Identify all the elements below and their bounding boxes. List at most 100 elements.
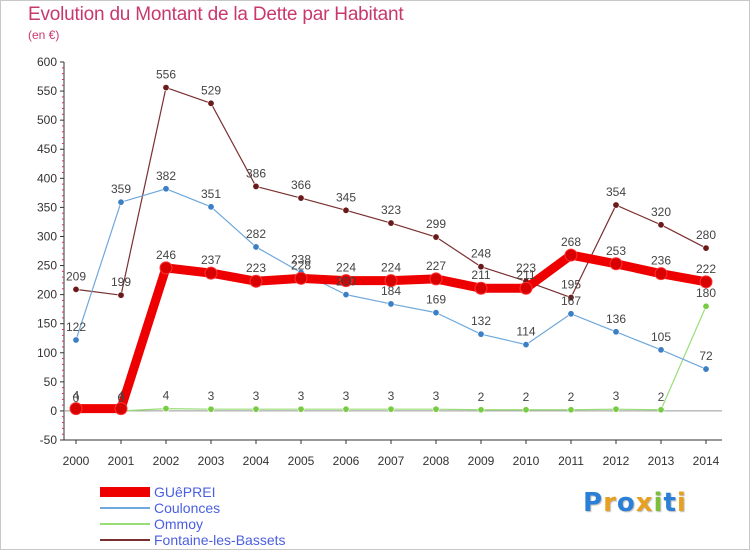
data-point (657, 406, 665, 414)
logo-letter: x (635, 488, 654, 518)
data-point (69, 402, 83, 416)
data-point (252, 243, 260, 251)
x-tick-label: 2008 (423, 454, 450, 468)
data-point (204, 266, 218, 280)
data-label: 3 (298, 389, 305, 403)
data-label: 529 (201, 83, 221, 97)
y-tick-label: 600 (37, 55, 57, 69)
data-point (117, 291, 125, 299)
x-tick-label: 2002 (153, 454, 180, 468)
y-tick-label: 300 (37, 229, 57, 243)
data-label: 4 (73, 389, 80, 403)
data-point (252, 182, 260, 190)
data-point (612, 328, 620, 336)
x-tick-label: 2003 (198, 454, 225, 468)
legend-label: Fontaine-les-Bassets (154, 532, 286, 548)
data-point (564, 248, 578, 262)
data-label: 246 (156, 248, 176, 262)
x-tick-label: 2004 (243, 454, 270, 468)
data-point (207, 405, 215, 413)
data-label: 282 (246, 227, 266, 241)
data-label: 72 (699, 349, 713, 363)
data-label: 180 (696, 286, 716, 300)
data-point (342, 405, 350, 413)
data-label: 132 (471, 314, 491, 328)
data-point (207, 99, 215, 107)
data-label: 136 (606, 312, 626, 326)
data-point (294, 271, 308, 285)
proxiti-logo: Proxiti (583, 488, 687, 518)
data-point (477, 263, 485, 271)
data-point (519, 281, 533, 295)
data-point (432, 233, 440, 241)
data-label: 386 (246, 166, 266, 180)
y-tick-label: 400 (37, 171, 57, 185)
data-label: 122 (66, 320, 86, 334)
data-label: 382 (156, 169, 176, 183)
chart-subtitle: (en €) (28, 28, 60, 42)
data-point (612, 201, 620, 209)
data-point (567, 294, 575, 302)
legend-swatch (100, 523, 150, 525)
data-label: 253 (606, 244, 626, 258)
data-point (477, 406, 485, 414)
data-point (162, 405, 170, 413)
data-label: 3 (208, 389, 215, 403)
y-tick-label: -50 (40, 433, 58, 447)
data-label: 359 (111, 182, 131, 196)
data-label: 0 (73, 391, 80, 405)
x-tick-label: 2006 (333, 454, 360, 468)
legend-swatch (100, 539, 150, 541)
data-label: 2 (568, 390, 575, 404)
data-label: 3 (253, 389, 260, 403)
logo-letter: P (583, 488, 604, 518)
data-point (657, 221, 665, 229)
data-label: 238 (291, 253, 311, 267)
y-tick-label: 550 (37, 84, 57, 98)
data-label: 2 (478, 390, 485, 404)
data-point (72, 336, 80, 344)
legend-swatch (100, 507, 150, 509)
data-label: 227 (426, 259, 446, 273)
x-tick-label: 2007 (378, 454, 405, 468)
data-label: 228 (291, 258, 311, 272)
data-point (387, 219, 395, 227)
data-point (702, 244, 710, 252)
legend-label: GUêPREI (154, 484, 216, 500)
data-label: 3 (613, 389, 620, 403)
data-point (702, 302, 710, 310)
data-label: 199 (111, 275, 131, 289)
y-tick-label: 150 (37, 317, 57, 331)
data-label: 200 (336, 275, 356, 289)
data-point (252, 405, 260, 413)
data-label: 3 (343, 389, 350, 403)
data-point (474, 281, 488, 295)
data-label: 280 (696, 228, 716, 242)
data-label: 299 (426, 217, 446, 231)
data-point (477, 330, 485, 338)
data-point (387, 405, 395, 413)
data-label: 2 (523, 390, 530, 404)
data-point (339, 274, 353, 288)
data-point (384, 274, 398, 288)
logo-letter: i (653, 488, 664, 518)
data-label: 209 (66, 269, 86, 283)
data-point (159, 261, 173, 275)
x-tick-label: 2000 (63, 454, 90, 468)
data-point (342, 206, 350, 214)
data-label: 184 (381, 284, 401, 298)
data-point (429, 272, 443, 286)
y-tick-label: 350 (37, 200, 57, 214)
data-label: 351 (201, 187, 221, 201)
data-label: 237 (201, 253, 221, 267)
y-tick-label: 0 (50, 404, 57, 418)
data-label: 224 (381, 261, 401, 275)
data-label: 366 (291, 178, 311, 192)
data-point (567, 406, 575, 414)
legend-label: Coulonces (154, 500, 221, 516)
data-label: 4 (163, 389, 170, 403)
x-tick-label: 2013 (648, 454, 675, 468)
data-label: 114 (516, 325, 535, 339)
